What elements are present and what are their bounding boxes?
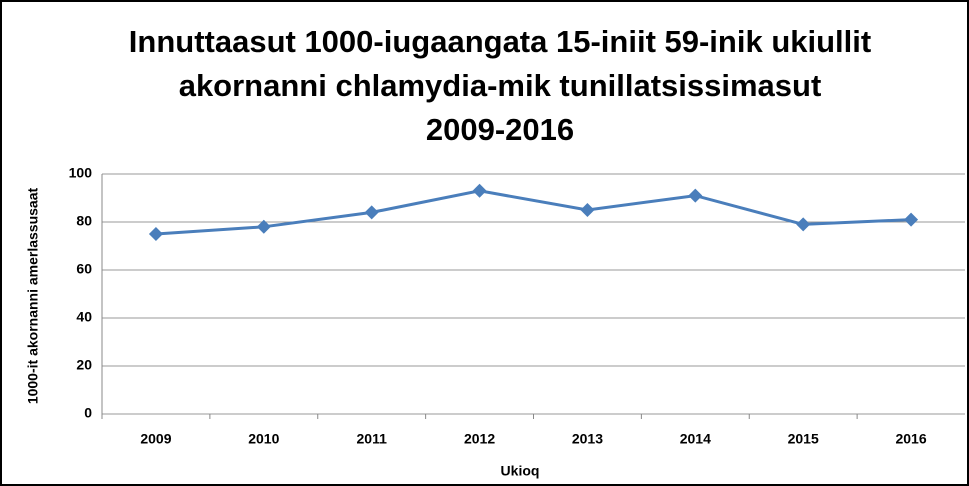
y-tick-label: 0 [84, 405, 92, 421]
data-point [472, 183, 487, 198]
x-tick-label: 2011 [357, 431, 388, 447]
data-point [256, 219, 271, 234]
x-tick-label: 2016 [895, 431, 926, 447]
chart-title: 2009-2016 [426, 112, 574, 147]
x-tick-label: 2015 [788, 431, 819, 447]
y-tick-label: 80 [76, 213, 92, 229]
data-point [364, 205, 379, 220]
data-point [688, 188, 703, 203]
x-tick-label: 2010 [248, 431, 279, 447]
data-point [904, 212, 919, 227]
x-tick-label: 2014 [680, 431, 711, 447]
y-tick-label: 20 [76, 357, 92, 373]
y-axis-title: 1000-it akornanni amerlassusaat [25, 188, 41, 405]
chart-title: Innuttaasut 1000-iugaangata 15-iniit 59-… [129, 24, 871, 59]
x-tick-label: 2012 [464, 431, 495, 447]
data-line [155, 189, 912, 236]
x-tick-label: 2009 [140, 431, 171, 447]
data-point [148, 227, 163, 241]
data-point [580, 203, 595, 217]
y-tick-label: 100 [69, 165, 93, 181]
chart-title: akornanni chlamydia-mik tunillatsissimas… [179, 68, 822, 103]
x-axis-title: Ukioq [501, 463, 540, 479]
y-tick-label: 60 [76, 261, 92, 277]
data-point [796, 217, 811, 232]
y-tick-label: 40 [76, 309, 92, 325]
x-tick-label: 2013 [572, 431, 603, 447]
